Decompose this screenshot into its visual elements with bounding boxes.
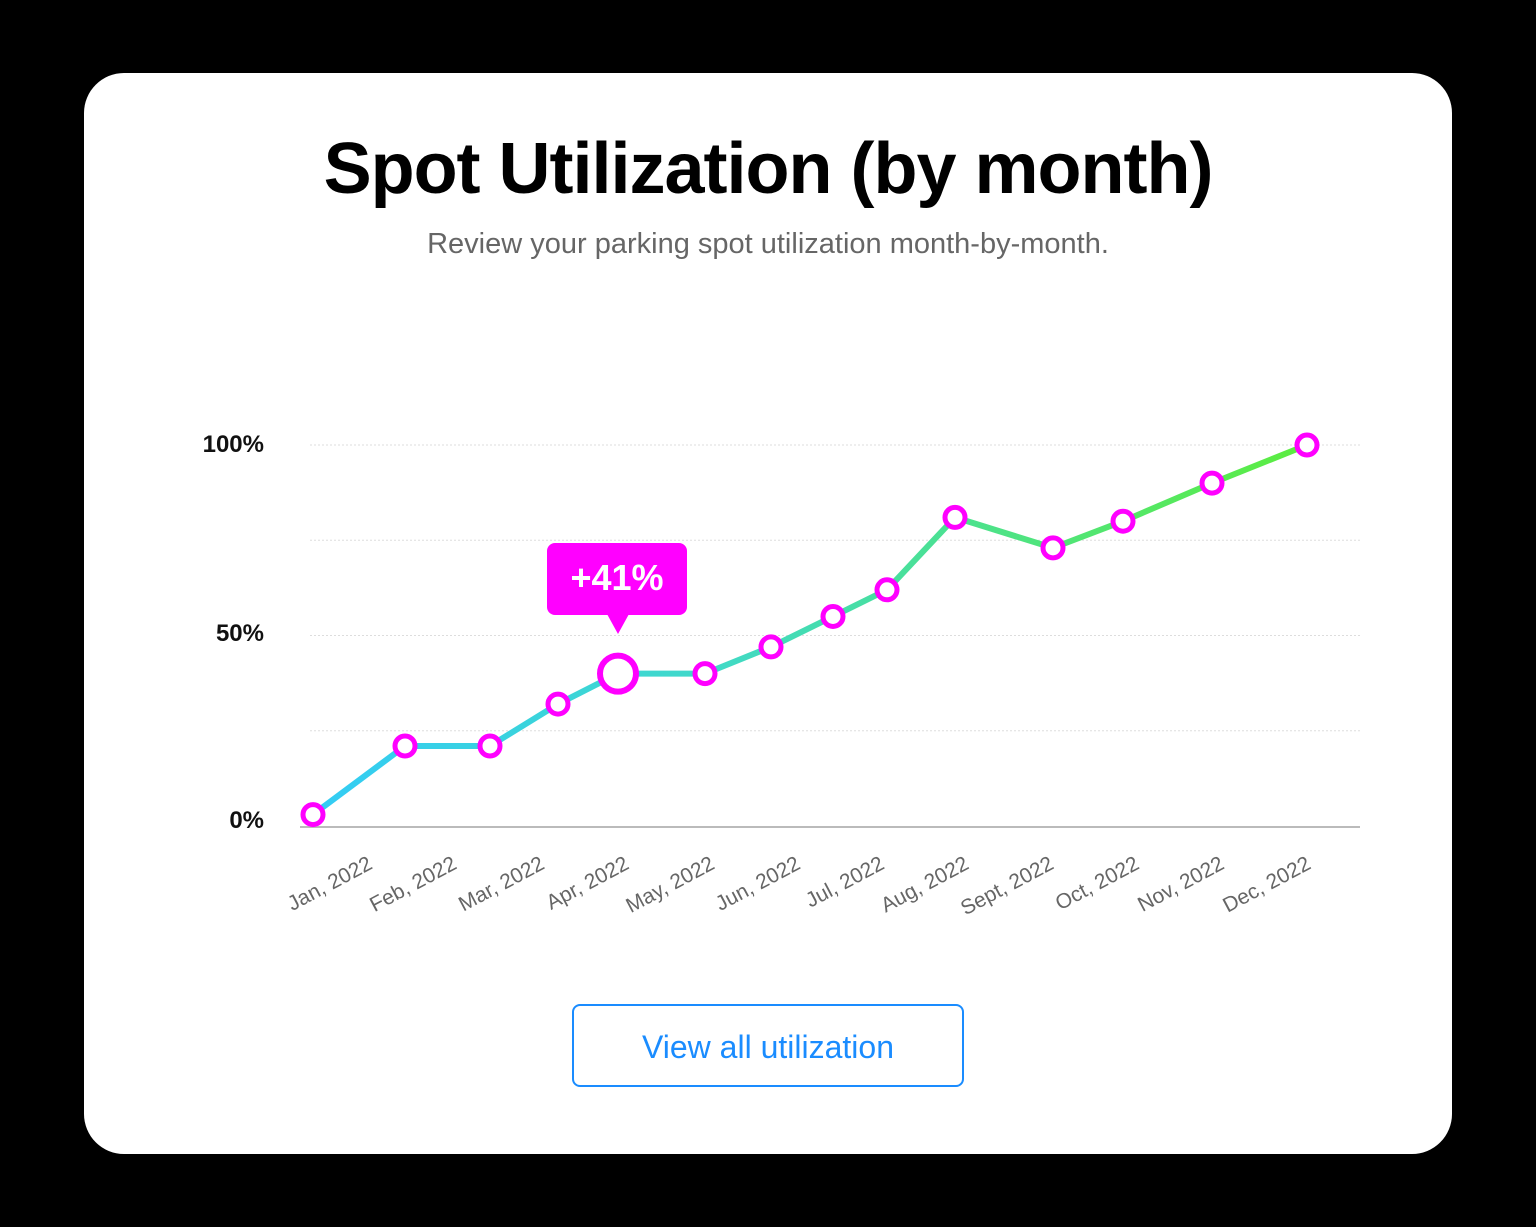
chart-subtitle: Review your parking spot utilization mon… [427,228,1109,260]
data-point[interactable] [1294,432,1320,458]
series-line [311,442,1309,817]
y-tick-100: 100% [202,431,264,458]
y-tick-50: 50% [215,620,264,647]
view-all-utilization-button[interactable]: View all utilization [572,1004,964,1087]
chart-card [84,73,1452,1154]
highlighted-data-point[interactable] [597,652,639,695]
tooltip-pointer [607,614,629,634]
data-point[interactable] [300,802,326,828]
data-point[interactable] [392,733,418,759]
data-markers [300,432,1320,828]
chart-title: Spot Utilization (by month) [323,129,1214,209]
y-tick-0: 0% [229,807,264,834]
data-point[interactable] [692,661,718,687]
data-point[interactable] [1040,535,1066,561]
data-point[interactable] [477,733,503,759]
data-point[interactable] [1199,470,1225,496]
data-point[interactable] [942,504,968,530]
data-point[interactable] [758,634,784,660]
data-point[interactable] [1110,508,1136,534]
data-point[interactable] [874,577,900,603]
data-point[interactable] [545,691,571,717]
gridlines [310,444,1360,732]
data-point[interactable] [820,603,846,629]
tooltip-badge: +41% [547,543,687,615]
